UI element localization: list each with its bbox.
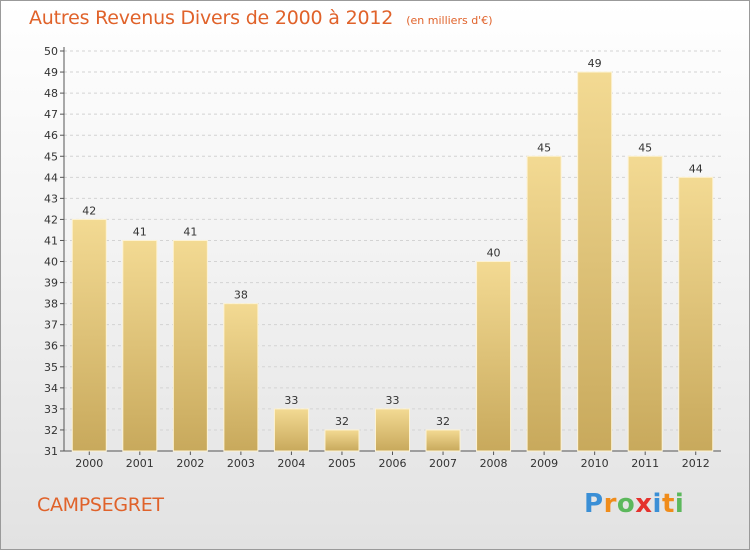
bar-2004 bbox=[273, 408, 309, 452]
y-tick-label: 37 bbox=[44, 319, 58, 332]
x-tick-label-2012: 2012 bbox=[682, 457, 710, 470]
y-tick-label: 44 bbox=[44, 171, 58, 184]
logo-letter: x bbox=[635, 489, 653, 519]
logo-letter: r bbox=[603, 489, 617, 519]
y-tick-label: 32 bbox=[44, 424, 58, 437]
data-label-2012: 44 bbox=[689, 162, 703, 175]
y-tick-label: 50 bbox=[44, 45, 58, 58]
data-label-2002: 41 bbox=[183, 225, 197, 238]
data-label-2009: 45 bbox=[537, 141, 551, 154]
bar-2009 bbox=[526, 155, 562, 452]
y-tick-label: 39 bbox=[44, 277, 58, 290]
bar-2001 bbox=[122, 239, 158, 452]
y-tick-label: 48 bbox=[44, 87, 58, 100]
x-tick-label-2011: 2011 bbox=[631, 457, 659, 470]
x-tick-label-2003: 2003 bbox=[227, 457, 255, 470]
y-tick-label: 36 bbox=[44, 340, 58, 353]
data-label-2003: 38 bbox=[234, 289, 248, 302]
bar-2003 bbox=[223, 303, 259, 452]
bars bbox=[71, 71, 714, 452]
x-tick-label-2002: 2002 bbox=[176, 457, 204, 470]
y-tick-label: 34 bbox=[44, 382, 58, 395]
bar-2008 bbox=[476, 261, 512, 452]
x-tick-label-2009: 2009 bbox=[530, 457, 558, 470]
bar-2005 bbox=[324, 429, 360, 452]
data-label-2011: 45 bbox=[638, 141, 652, 154]
y-tick-label: 43 bbox=[44, 192, 58, 205]
y-tick-label: 46 bbox=[44, 129, 58, 142]
x-tick-label-2008: 2008 bbox=[480, 457, 508, 470]
x-tick-label-2000: 2000 bbox=[75, 457, 103, 470]
data-label-2000: 42 bbox=[82, 204, 96, 217]
x-tick-label-2005: 2005 bbox=[328, 457, 356, 470]
bar-2012 bbox=[678, 176, 714, 452]
y-tick-label: 49 bbox=[44, 66, 58, 79]
y-tick-label: 33 bbox=[44, 403, 58, 416]
bar-2000 bbox=[71, 218, 107, 452]
chart-unit: (en milliers d'€) bbox=[406, 14, 493, 27]
data-label-2006: 33 bbox=[386, 394, 400, 407]
x-tick-label-2007: 2007 bbox=[429, 457, 457, 470]
y-tick-label: 41 bbox=[44, 234, 58, 247]
y-tick-label: 47 bbox=[44, 108, 58, 121]
bar-2006 bbox=[375, 408, 410, 452]
data-labels: 42 41 41 38 33 32 33 32 40 45 49 45 44 bbox=[82, 57, 702, 428]
logo-letter: i bbox=[652, 489, 662, 519]
grid-lines bbox=[64, 50, 721, 431]
data-label-2010: 49 bbox=[588, 57, 602, 70]
proxiti-logo[interactable]: Proxiti bbox=[584, 489, 684, 519]
data-label-2004: 33 bbox=[284, 394, 298, 407]
bar-2002 bbox=[172, 239, 208, 452]
data-label-2008: 40 bbox=[487, 247, 501, 260]
bar-2011 bbox=[627, 155, 663, 452]
y-tick-label: 40 bbox=[44, 256, 58, 269]
x-tick-label-2006: 2006 bbox=[379, 457, 407, 470]
data-label-2005: 32 bbox=[335, 415, 349, 428]
y-tick-label: 42 bbox=[44, 213, 58, 226]
x-tick-label-2010: 2010 bbox=[581, 457, 609, 470]
bar-2010 bbox=[577, 71, 613, 452]
x-tick-label-2004: 2004 bbox=[277, 457, 305, 470]
logo-letter: P bbox=[584, 489, 604, 519]
chart-title: Autres Revenus Divers de 2000 à 2012 bbox=[29, 7, 394, 29]
y-tick-label: 35 bbox=[44, 361, 58, 374]
logo-letter: t bbox=[661, 489, 675, 519]
commune-name: CAMPSEGRET bbox=[37, 494, 164, 516]
logo-letter: o bbox=[616, 489, 636, 519]
chart-header: Autres Revenus Divers de 2000 à 2012 (en… bbox=[29, 7, 493, 29]
x-tick-label-2001: 2001 bbox=[126, 457, 154, 470]
logo-letter: i bbox=[674, 489, 685, 519]
data-label-2007: 32 bbox=[436, 415, 450, 428]
y-tick-label: 38 bbox=[44, 298, 58, 311]
axes: 31 32 33 34 35 36 37 38 39 40 41 42 43 44 45 46 47 48 49 50… bbox=[44, 45, 721, 470]
y-tick-label: 45 bbox=[44, 150, 58, 163]
data-label-2001: 41 bbox=[133, 225, 147, 238]
y-tick-label: 31 bbox=[44, 445, 58, 458]
bar-2007 bbox=[425, 429, 461, 452]
